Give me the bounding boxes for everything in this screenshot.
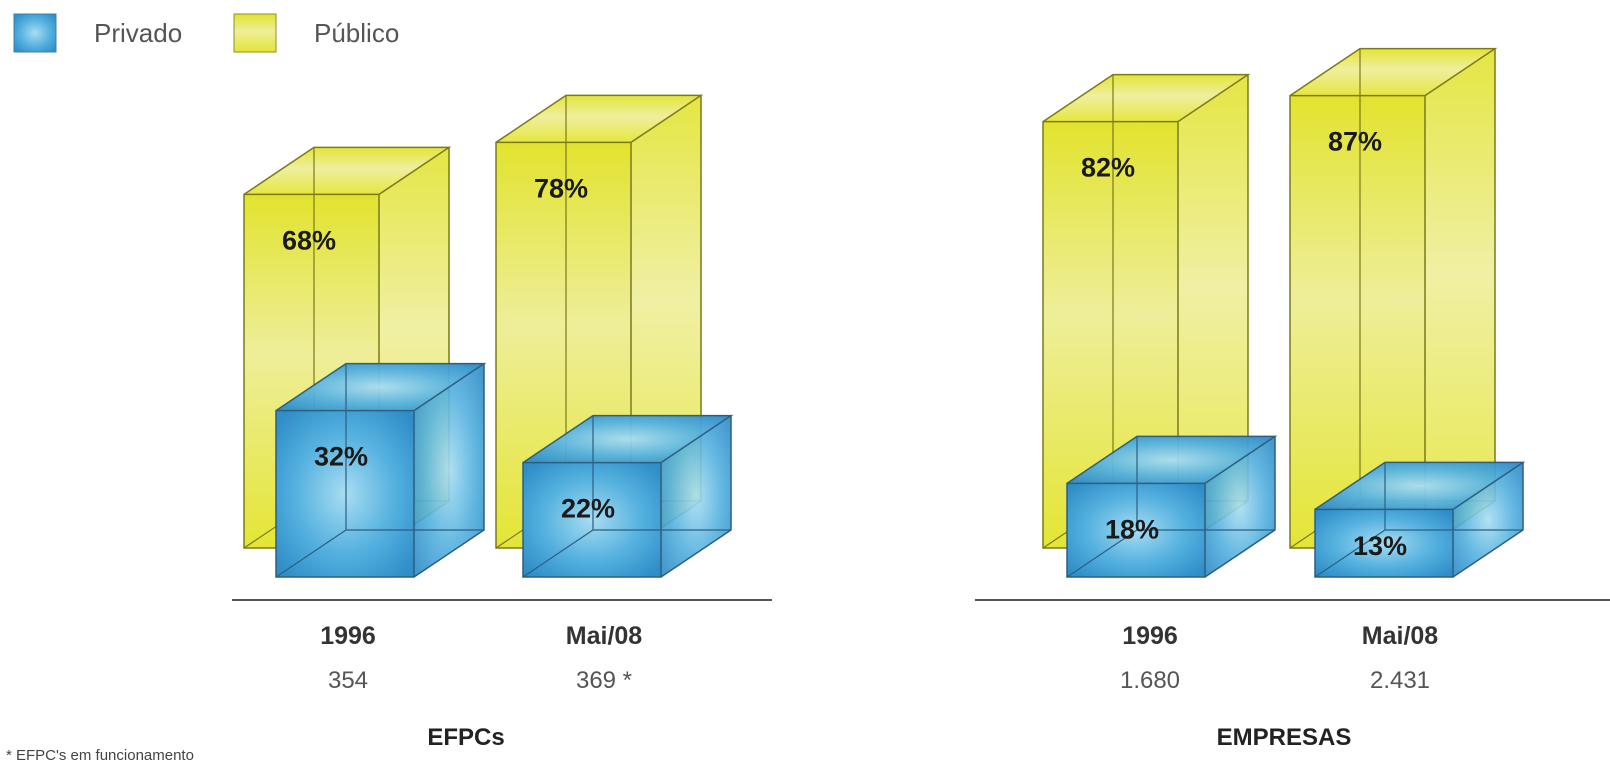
- data-label-publico-empresas-1996: 82%: [1081, 153, 1135, 183]
- legend-swatch-privado: [13, 13, 57, 53]
- data-label-privado-efpcs-1996: 32%: [314, 442, 368, 472]
- category-label-efpcs-mai08: Mai/08: [566, 622, 643, 650]
- count-label-empresas-1996: 1.680: [1120, 667, 1180, 694]
- bar-privado-empresas-1996: [1066, 435, 1278, 578]
- bar-privado-efpcs-mai08: [522, 414, 734, 578]
- data-label-privado-empresas-mai08: 13%: [1353, 531, 1407, 561]
- data-label-privado-empresas-1996: 18%: [1105, 514, 1159, 544]
- legend-label-publico: Público: [314, 18, 399, 48]
- footnote: * EFPC's em funcionamento: [6, 747, 194, 764]
- bar-privado-empresas-mai08: [1314, 461, 1526, 578]
- data-label-publico-efpcs-mai08: 78%: [534, 173, 588, 203]
- bars-layer: 68% 32% 78% 22% 82% 18% 87% 13%: [243, 47, 1526, 578]
- group-label-empresas: EMPRESAS: [1217, 724, 1352, 751]
- group-label-efpcs: EFPCs: [427, 724, 504, 751]
- legend-swatch-publico: [233, 13, 277, 53]
- data-label-publico-efpcs-1996: 68%: [282, 225, 336, 255]
- category-label-empresas-mai08: Mai/08: [1362, 622, 1439, 650]
- count-label-empresas-mai08: 2.431: [1370, 667, 1430, 694]
- count-label-efpcs-1996: 354: [328, 667, 368, 694]
- legend-label-privado: Privado: [94, 18, 182, 48]
- category-label-efpcs-1996: 1996: [320, 622, 376, 650]
- data-label-publico-empresas-mai08: 87%: [1328, 127, 1382, 157]
- bar-privado-efpcs-1996: [275, 362, 487, 578]
- count-label-efpcs-mai08: 369 *: [576, 667, 632, 694]
- data-label-privado-efpcs-mai08: 22%: [561, 494, 615, 524]
- category-label-empresas-1996: 1996: [1122, 622, 1178, 650]
